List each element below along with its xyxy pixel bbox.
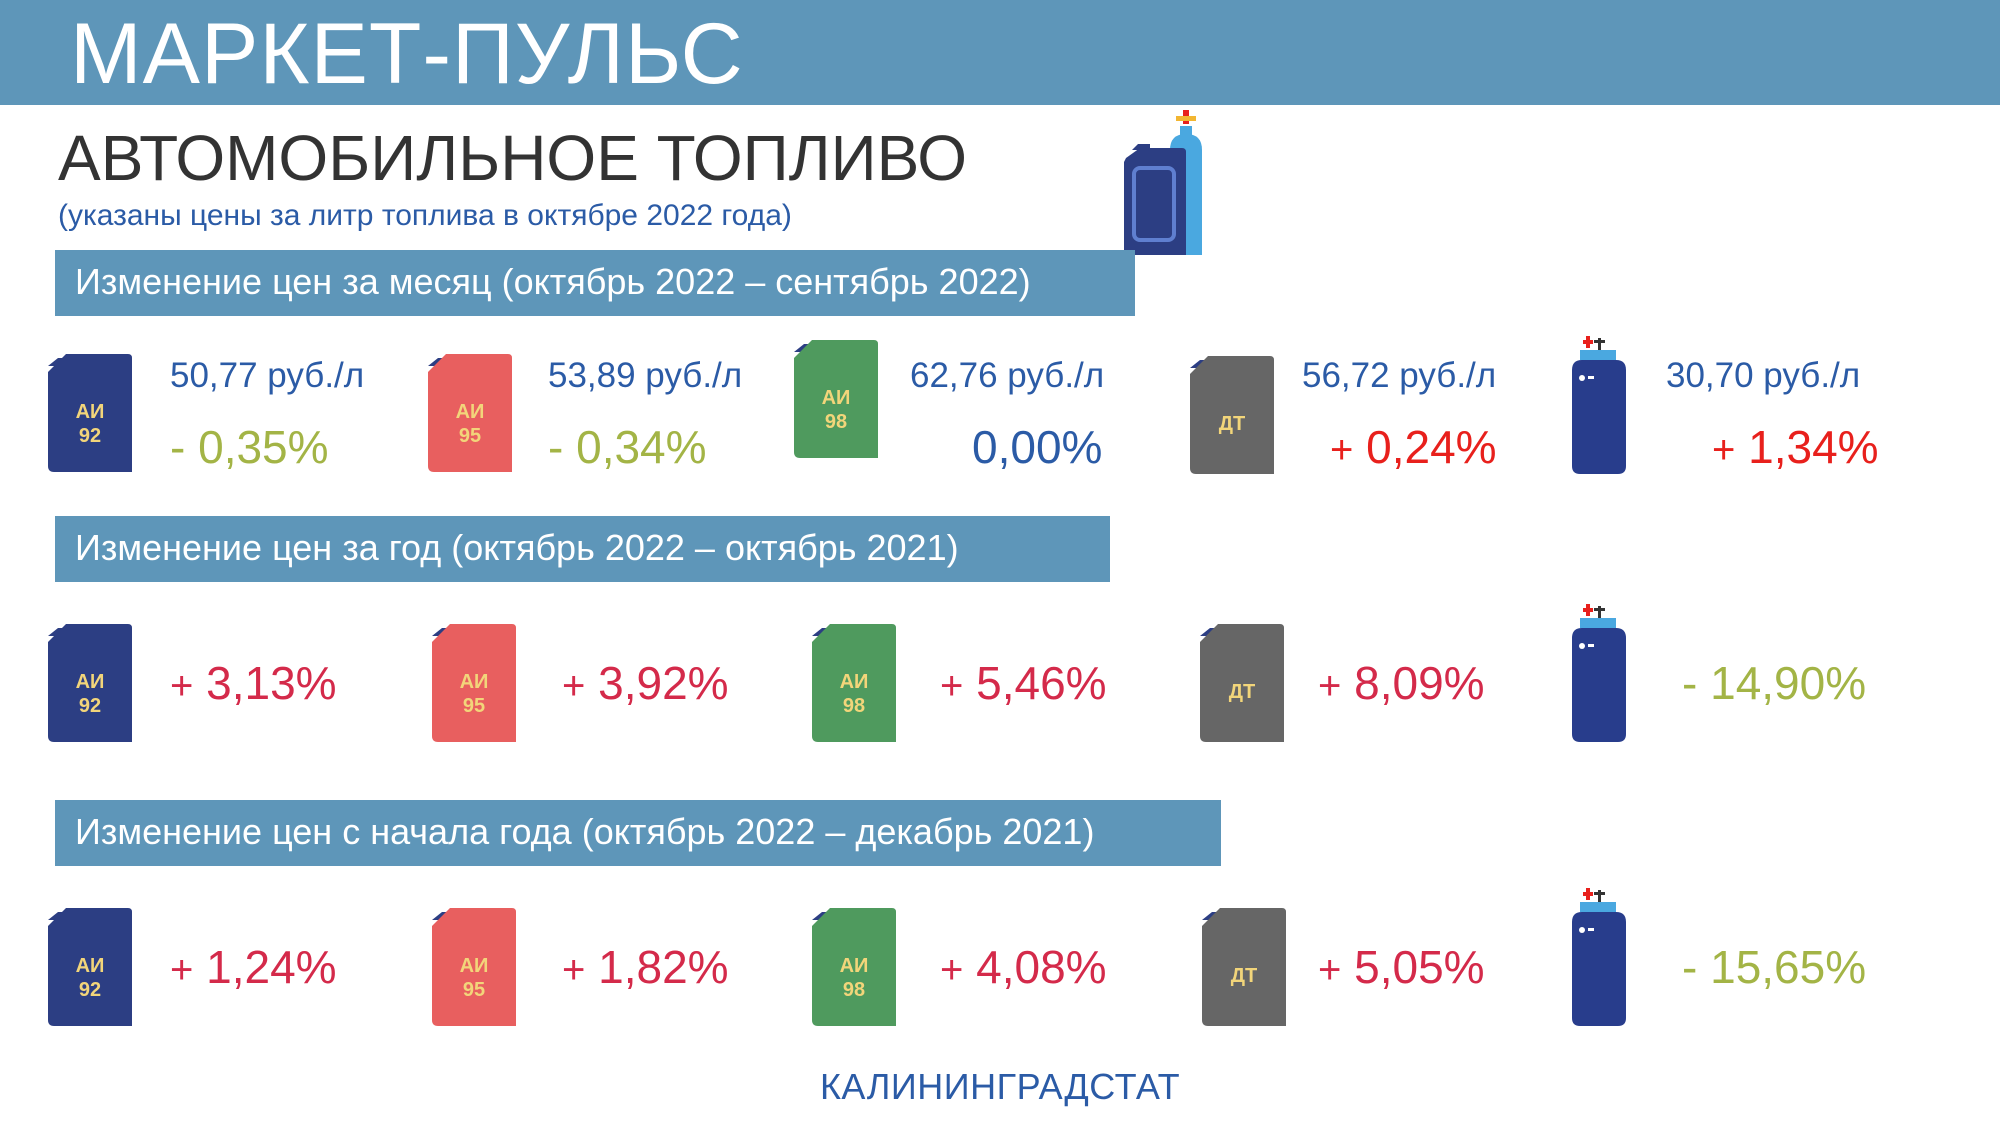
fuel-canister-ai98-icon: АИ 98 bbox=[808, 618, 900, 751]
price-gas: 30,70 руб./л bbox=[1666, 356, 1861, 395]
svg-text:92: 92 bbox=[79, 979, 101, 1001]
svg-text:92: 92 bbox=[79, 695, 101, 717]
fuel-canister-ai92-icon: АИ 92 bbox=[44, 348, 136, 481]
svg-text:95: 95 bbox=[459, 425, 481, 447]
year-change-ai95: + 3,92% bbox=[562, 657, 729, 709]
section-ytd-header: Изменение цен с начала года (октябрь 202… bbox=[55, 800, 1221, 866]
year-change-diesel: + 8,09% bbox=[1318, 657, 1485, 709]
svg-text:АИ: АИ bbox=[76, 955, 105, 977]
month-change-diesel: + 0,24% bbox=[1330, 421, 1497, 473]
gas-cylinder-icon bbox=[1566, 604, 1632, 749]
price-diesel: 56,72 руб./л bbox=[1302, 356, 1497, 395]
ytd-change-diesel: + 5,05% bbox=[1318, 941, 1485, 993]
price-ai98: 62,76 руб./л bbox=[910, 356, 1105, 395]
svg-text:ДТ: ДТ bbox=[1229, 681, 1255, 703]
ytd-change-ai98: + 4,08% bbox=[940, 941, 1107, 993]
svg-text:АИ: АИ bbox=[76, 401, 105, 423]
svg-text:АИ: АИ bbox=[460, 671, 489, 693]
ytd-change-gas: - 15,65% bbox=[1682, 941, 1867, 993]
page-title: АВТОМОБИЛЬНОЕ ТОПЛИВО bbox=[58, 122, 967, 194]
svg-text:98: 98 bbox=[843, 695, 865, 717]
section-year-header: Изменение цен за год (октябрь 2022 – окт… bbox=[55, 516, 1110, 582]
svg-text:98: 98 bbox=[825, 411, 847, 433]
fuel-hero-illustration bbox=[1120, 110, 1230, 265]
fuel-canister-ai95-icon: АИ 95 bbox=[428, 902, 520, 1035]
month-change-gas: + 1,34% bbox=[1712, 421, 1879, 473]
brand-title: МАРКЕТ-ПУЛЬС bbox=[70, 6, 744, 102]
month-change-ai95: - 0,34% bbox=[548, 421, 707, 473]
month-change-ai98: 0,00% bbox=[972, 421, 1103, 473]
price-ai95: 53,89 руб./л bbox=[548, 356, 743, 395]
year-change-ai92: + 3,13% bbox=[170, 657, 337, 709]
svg-text:95: 95 bbox=[463, 695, 485, 717]
svg-text:АИ: АИ bbox=[840, 671, 869, 693]
svg-text:95: 95 bbox=[463, 979, 485, 1001]
fuel-canister-diesel-icon: ДТ bbox=[1186, 350, 1278, 483]
ytd-change-ai92: + 1,24% bbox=[170, 941, 337, 993]
section-year-label: Изменение цен за год (октябрь 2022 – окт… bbox=[75, 527, 959, 568]
svg-text:АИ: АИ bbox=[822, 387, 851, 409]
svg-text:98: 98 bbox=[843, 979, 865, 1001]
section-month-header: Изменение цен за месяц (октябрь 2022 – с… bbox=[55, 250, 1135, 316]
section-month-label: Изменение цен за месяц (октябрь 2022 – с… bbox=[75, 261, 1031, 302]
fuel-canister-ai92-icon: АИ 92 bbox=[44, 618, 136, 751]
month-change-ai92: - 0,35% bbox=[170, 421, 329, 473]
fuel-canister-diesel-icon: ДТ bbox=[1198, 902, 1290, 1035]
ytd-change-ai95: + 1,82% bbox=[562, 941, 729, 993]
fuel-canister-ai92-icon: АИ 92 bbox=[44, 902, 136, 1035]
page-subtitle: (указаны цены за литр топлива в октябре … bbox=[58, 199, 792, 232]
footer-source: КАЛИНИНГРАДСТАТ bbox=[819, 1066, 1181, 1107]
section-ytd-label: Изменение цен с начала года (октябрь 202… bbox=[75, 811, 1095, 852]
gas-cylinder-icon bbox=[1566, 888, 1632, 1033]
fuel-canister-diesel-icon: ДТ bbox=[1196, 618, 1288, 751]
svg-text:АИ: АИ bbox=[460, 955, 489, 977]
year-change-gas: - 14,90% bbox=[1682, 657, 1867, 709]
svg-text:ДТ: ДТ bbox=[1219, 413, 1245, 435]
header-bar: МАРКЕТ-ПУЛЬС bbox=[0, 0, 2000, 105]
fuel-canister-ai95-icon: АИ 95 bbox=[428, 618, 520, 751]
price-ai92: 50,77 руб./л bbox=[170, 356, 365, 395]
svg-text:АИ: АИ bbox=[456, 401, 485, 423]
svg-text:АИ: АИ bbox=[76, 671, 105, 693]
svg-text:АИ: АИ bbox=[840, 955, 869, 977]
gas-cylinder-icon bbox=[1566, 336, 1632, 481]
svg-text:92: 92 bbox=[79, 425, 101, 447]
year-change-ai98: + 5,46% bbox=[940, 657, 1107, 709]
fuel-canister-ai98-icon: АИ 98 bbox=[790, 334, 882, 467]
fuel-canister-ai98-icon: АИ 98 bbox=[808, 902, 900, 1035]
svg-text:ДТ: ДТ bbox=[1231, 965, 1257, 987]
hero-fuel-canister-icon bbox=[1124, 144, 1186, 255]
fuel-canister-ai95-icon: АИ 95 bbox=[424, 348, 516, 481]
